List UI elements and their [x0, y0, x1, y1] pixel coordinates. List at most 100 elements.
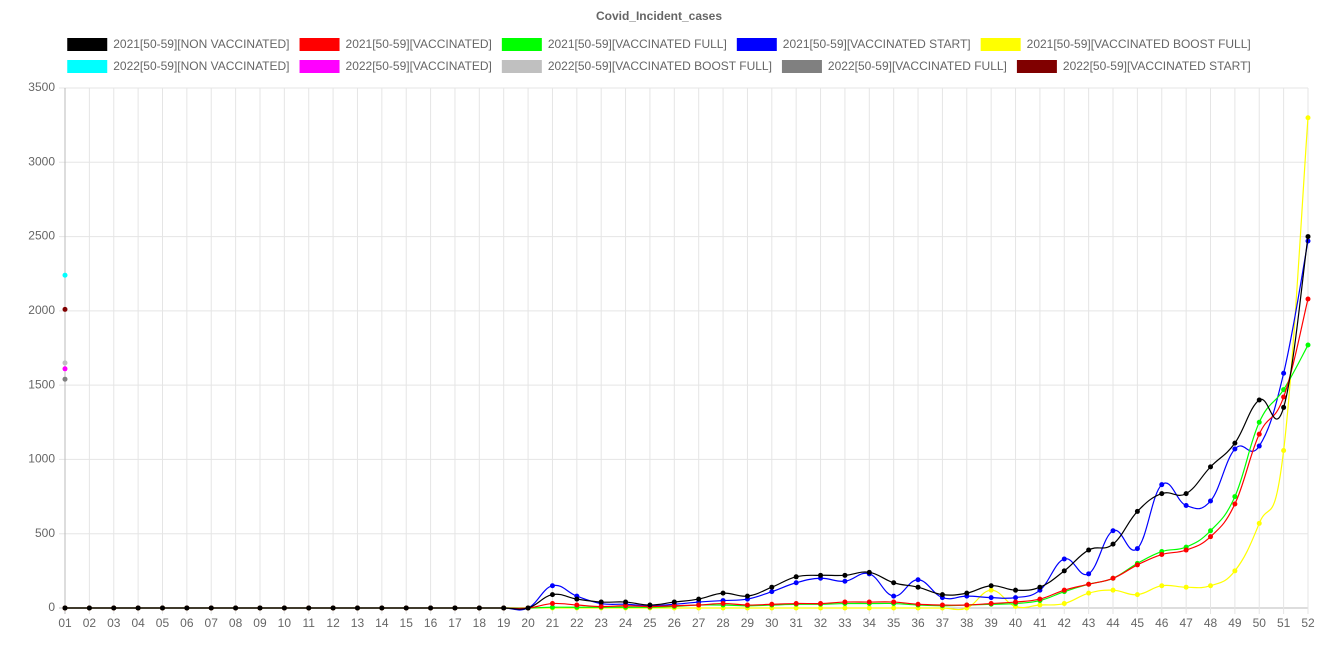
- data-point: [623, 603, 629, 609]
- data-point: [1183, 502, 1189, 508]
- x-tick-label: 31: [789, 616, 803, 630]
- x-tick-label: 06: [180, 616, 194, 630]
- data-point: [866, 569, 872, 575]
- x-tick-label: 21: [546, 616, 560, 630]
- series-line: [64, 240, 1309, 611]
- legend-swatch: [67, 38, 108, 51]
- legend-label: 2021[50-59][VACCINATED]: [346, 37, 492, 51]
- y-tick-label: 2500: [28, 229, 55, 243]
- data-point: [696, 602, 702, 608]
- x-tick-label: 34: [863, 616, 877, 630]
- data-point: [793, 574, 799, 580]
- x-tick-label: 04: [131, 616, 145, 630]
- data-point: [1061, 568, 1067, 574]
- data-point: [1086, 547, 1092, 553]
- data-point: [1110, 587, 1116, 593]
- x-tick-label: 18: [473, 616, 487, 630]
- legend-item: 2022[50-59][VACCINATED FULL]: [781, 59, 1007, 73]
- data-point: [720, 601, 726, 607]
- data-point: [1037, 584, 1043, 590]
- data-point: [988, 595, 994, 601]
- data-point: [744, 593, 750, 599]
- data-point: [1110, 541, 1116, 547]
- x-tick-label: 44: [1106, 616, 1120, 630]
- data-point: [769, 589, 775, 595]
- x-tick-label: 36: [911, 616, 925, 630]
- data-point: [1208, 498, 1214, 504]
- data-point: [891, 599, 897, 605]
- x-tick-label: 20: [521, 616, 535, 630]
- data-point: [62, 366, 68, 372]
- data-point: [549, 592, 555, 598]
- data-point: [842, 605, 848, 611]
- data-point: [1281, 404, 1287, 410]
- data-point: [62, 360, 68, 366]
- data-point: [62, 272, 68, 278]
- data-point: [257, 605, 263, 611]
- x-tick-label: 12: [326, 616, 340, 630]
- data-point: [1208, 583, 1214, 589]
- data-point: [671, 599, 677, 605]
- data-point: [866, 599, 872, 605]
- data-point: [1061, 587, 1067, 593]
- x-tick-label: 33: [838, 616, 852, 630]
- x-tick-label: 22: [570, 616, 584, 630]
- data-point: [1183, 547, 1189, 553]
- legend-item: 2021[50-59][VACCINATED BOOST FULL]: [980, 37, 1251, 51]
- chart-title: Covid_Incident_cases: [596, 9, 722, 23]
- data-point: [501, 605, 507, 611]
- legend-label: 2022[50-59][NON VACCINATED]: [113, 59, 289, 73]
- x-tick-label: 32: [814, 616, 828, 630]
- x-tick-label: 38: [960, 616, 974, 630]
- y-tick-label: 500: [35, 526, 55, 540]
- legend-item: 2022[50-59][VACCINATED START]: [1016, 59, 1251, 73]
- data-point: [1037, 602, 1043, 608]
- data-point: [62, 376, 68, 382]
- x-tick-label: 01: [58, 616, 72, 630]
- data-point: [208, 605, 214, 611]
- data-point: [1305, 296, 1311, 302]
- data-point: [1305, 234, 1311, 240]
- data-point: [1232, 568, 1238, 574]
- legend-item: 2022[50-59][VACCINATED BOOST FULL]: [501, 59, 772, 73]
- legend-item: 2021[50-59][VACCINATED]: [299, 37, 492, 51]
- x-tick-label: 17: [448, 616, 462, 630]
- x-tick-label: 07: [205, 616, 219, 630]
- data-point: [1086, 571, 1092, 577]
- data-point: [818, 605, 824, 611]
- data-point: [915, 601, 921, 607]
- x-tick-label: 14: [375, 616, 389, 630]
- data-point: [696, 596, 702, 602]
- y-tick-label: 1000: [28, 452, 55, 466]
- data-point: [1232, 440, 1238, 446]
- y-tick-label: 1500: [28, 377, 55, 391]
- x-tick-label: 09: [253, 616, 267, 630]
- x-tick-label: 25: [643, 616, 657, 630]
- x-tick-label: 41: [1033, 616, 1047, 630]
- data-point: [1232, 494, 1238, 500]
- legend-label: 2021[50-59][VACCINATED START]: [783, 37, 971, 51]
- x-tick-label: 42: [1058, 616, 1072, 630]
- data-point: [379, 605, 385, 611]
- data-point: [86, 605, 92, 611]
- data-point: [574, 602, 580, 608]
- x-tick-label: 26: [668, 616, 682, 630]
- x-tick-label: 19: [497, 616, 511, 630]
- data-point: [598, 599, 604, 605]
- data-point: [1281, 387, 1287, 393]
- data-point: [452, 605, 458, 611]
- legend-item: 2022[50-59][NON VACCINATED]: [67, 59, 290, 73]
- x-tick-label: 15: [400, 616, 414, 630]
- data-point: [1281, 370, 1287, 376]
- data-point: [1134, 546, 1140, 552]
- data-point: [1159, 482, 1165, 488]
- data-point: [793, 601, 799, 607]
- data-point: [647, 602, 653, 608]
- data-point: [744, 602, 750, 608]
- x-tick-label: 40: [1009, 616, 1023, 630]
- data-point: [233, 605, 239, 611]
- data-point: [842, 572, 848, 578]
- data-point: [1208, 534, 1214, 540]
- data-point: [1183, 491, 1189, 497]
- data-point: [1256, 520, 1262, 526]
